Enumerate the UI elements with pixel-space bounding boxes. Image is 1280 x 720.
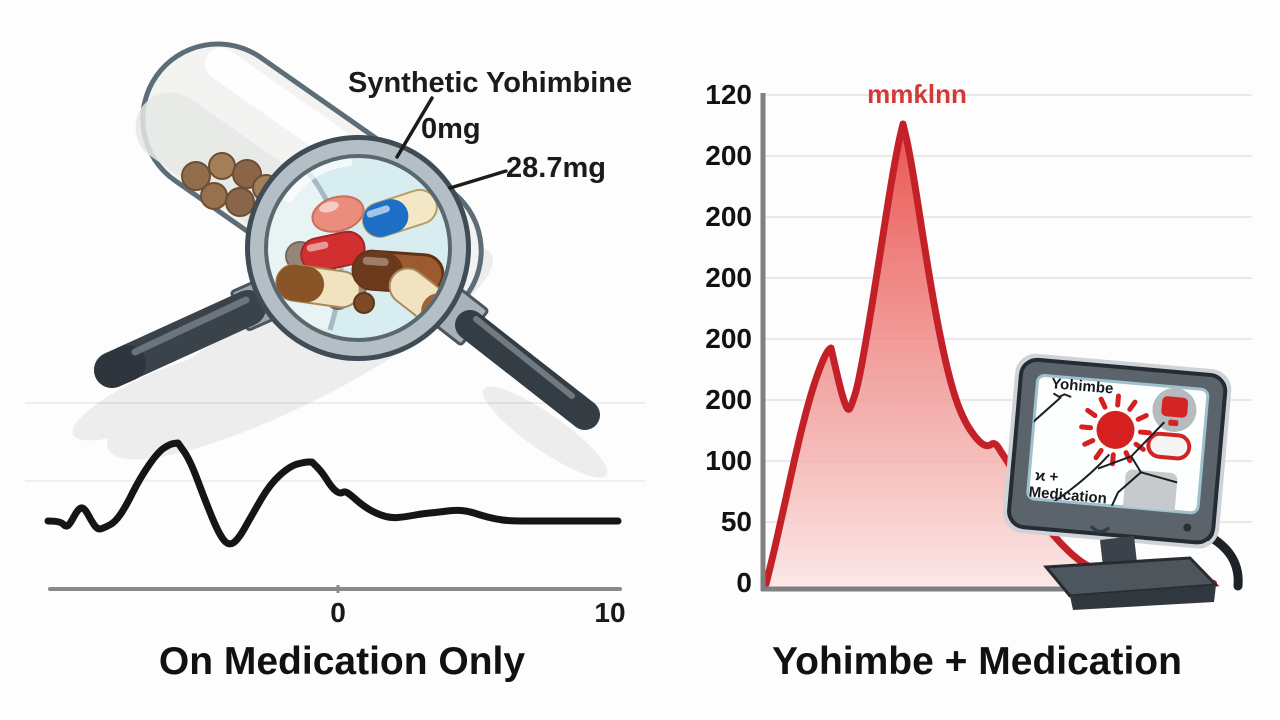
red-area-fill — [766, 124, 1135, 589]
y-tick-4: 200 — [705, 323, 752, 354]
screen-title: Yohimbe — [1051, 375, 1114, 397]
gray-panel-icon — [1122, 469, 1178, 514]
magnifier-lens — [245, 135, 471, 361]
annotation-line-synthetic — [395, 96, 434, 159]
y-tick-3: 200 — [705, 262, 752, 293]
left-gridlines — [25, 402, 645, 482]
pill-outline-icon — [1146, 431, 1192, 461]
x-tick-10: 10 — [594, 597, 626, 628]
magnifier-right-handle — [433, 289, 600, 430]
y-tick-2: 200 — [705, 201, 752, 232]
screen-line1: ϰ + — [1034, 467, 1059, 486]
right-caption: Yohimbe + Medication — [772, 640, 1182, 683]
dose-28-7mg-label: 28.7mg — [506, 152, 606, 184]
annotation-line-herbal — [448, 169, 508, 190]
y-tick-7: 50 — [720, 506, 752, 537]
left-caption: On Medication Only — [158, 640, 526, 683]
monitor-base-front — [1070, 585, 1216, 610]
x-tick-0: 0 — [330, 597, 346, 628]
synthetic-yohimbine-label: Synthetic Yohimbine — [348, 67, 633, 99]
magnifier-left-handle — [94, 276, 282, 388]
peak-value-label: mmƙlnn — [867, 79, 967, 109]
alert-badge-icon — [1152, 387, 1197, 432]
y-tick-5: 200 — [705, 384, 752, 415]
pill-small-brown-ball — [353, 292, 375, 314]
computer-monitor: Yohimbe ϰ + — [1002, 353, 1243, 610]
pill-brown-cream-capsule-left — [275, 263, 361, 309]
dose-0mg-label: 0mg — [421, 113, 481, 145]
medication-waveform — [44, 439, 622, 548]
pill-blue-white-capsule — [361, 188, 438, 238]
y-tick-8: 0 — [736, 567, 752, 598]
y-tick-6: 100 — [705, 445, 752, 476]
y-tick-0: 120 — [705, 79, 752, 110]
y-tick-1: 200 — [705, 140, 752, 171]
pill-red-capsule — [300, 230, 366, 273]
annotation-lines — [395, 96, 508, 190]
left-x-axis — [48, 585, 622, 593]
